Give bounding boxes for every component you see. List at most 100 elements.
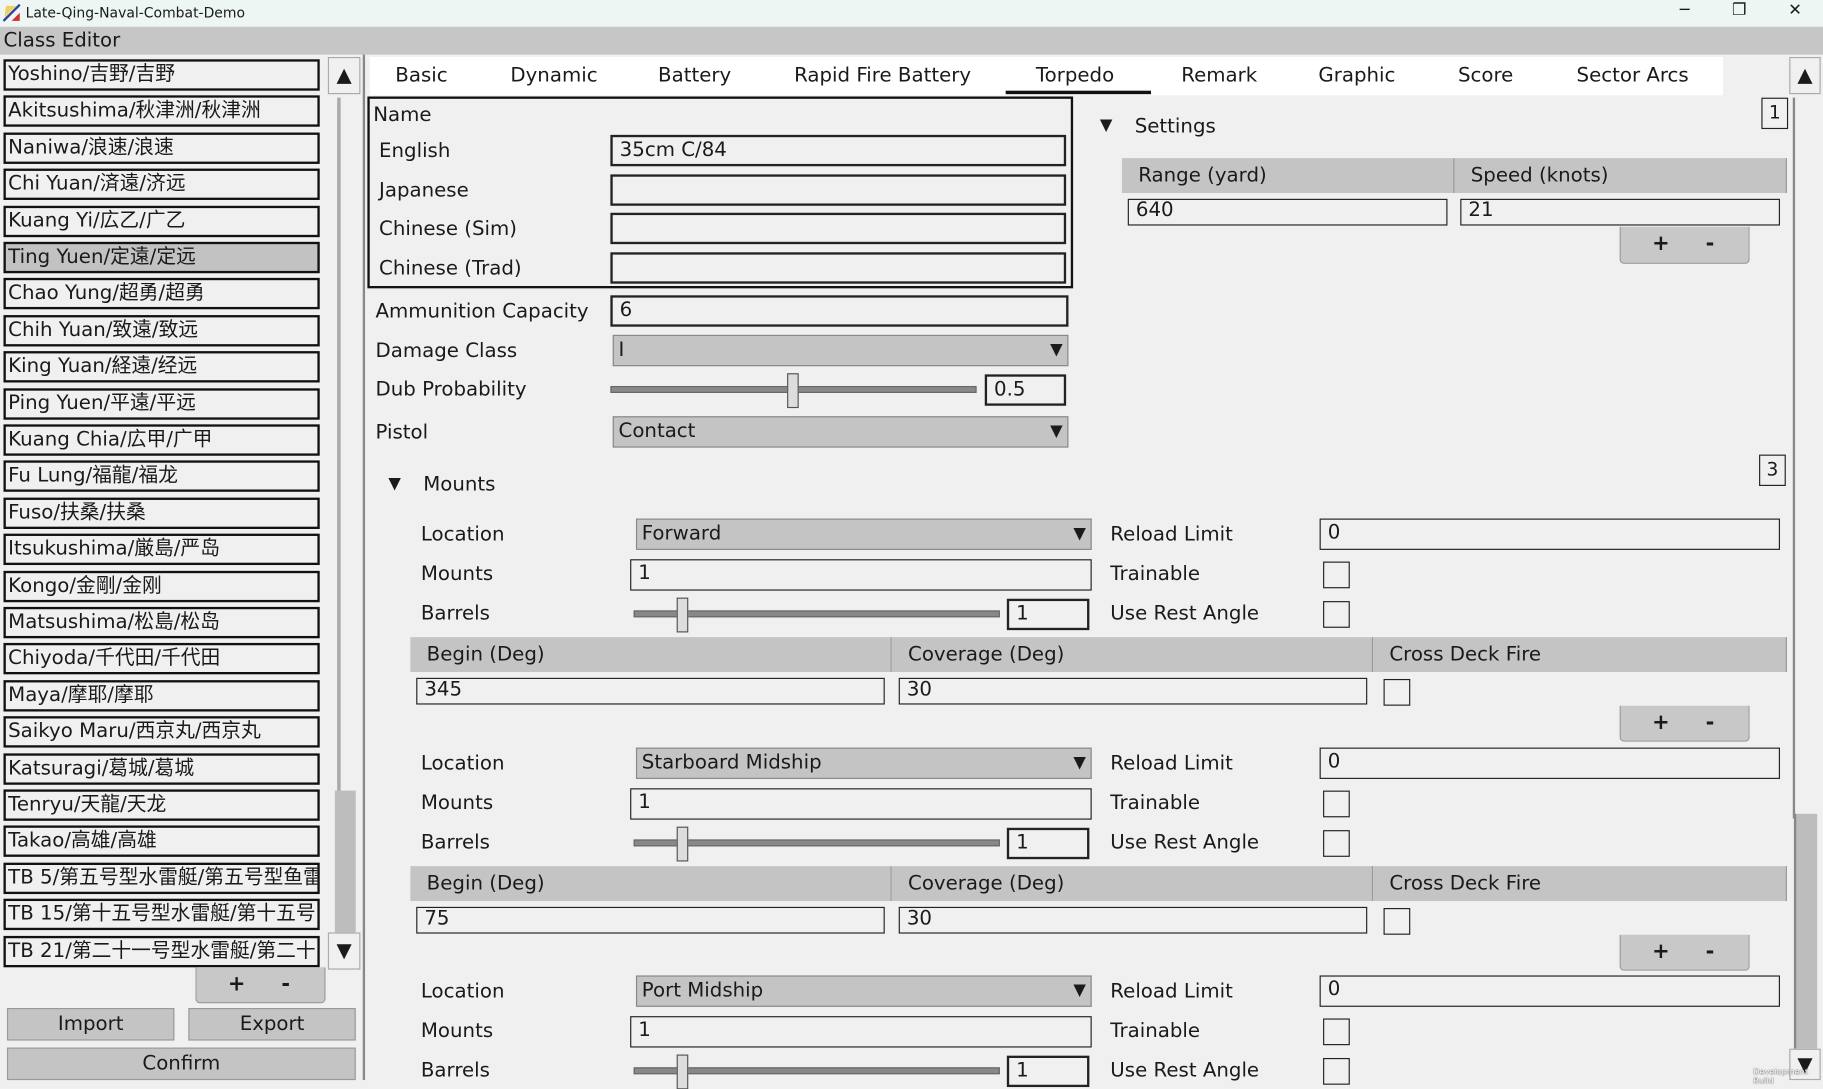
trainable-checkbox[interactable] (1323, 790, 1350, 817)
barrels-slider[interactable] (633, 838, 1000, 846)
reload-limit-input[interactable]: 0 (1319, 518, 1780, 550)
tab-battery[interactable]: Battery (658, 63, 732, 88)
location-dropdown[interactable]: Starboard Midship ▼ (635, 746, 1092, 779)
coverage-input[interactable]: 30 (898, 677, 1368, 705)
class-list-item[interactable]: Kuang Yi/広乙/广乙 (3, 205, 320, 237)
add-setting-button[interactable]: + (1652, 231, 1670, 256)
class-list-item[interactable]: Kuang Chia/広甲/广甲 (3, 424, 320, 456)
reload-limit-input[interactable]: 0 (1319, 746, 1780, 779)
class-list-item[interactable]: Chiyoda/千代田/千代田 (3, 643, 320, 675)
remove-setting-button[interactable]: - (1705, 231, 1715, 256)
speed-input[interactable]: 21 (1460, 198, 1780, 226)
mounts-input[interactable]: 1 (630, 1016, 1092, 1048)
remove-class-button[interactable]: - (281, 971, 291, 997)
close-button[interactable]: ✕ (1788, 1, 1802, 20)
export-button[interactable]: Export (188, 1008, 356, 1041)
location-dropdown[interactable]: Forward ▼ (635, 518, 1092, 550)
begin-input[interactable]: 75 (416, 906, 885, 934)
class-list-item[interactable]: Chih Yuan/致遠/致远 (3, 314, 320, 347)
use-rest-angle-checkbox[interactable] (1323, 1057, 1350, 1085)
class-list-item[interactable]: TB 5/第五号型水雷艇/第五号型鱼雷 (3, 862, 320, 894)
main-scrollbar-thumb[interactable] (1793, 813, 1818, 1049)
list-scrollbar-thumb[interactable] (334, 790, 356, 933)
class-list-item[interactable]: Chi Yuan/済遠/济远 (3, 168, 320, 201)
class-list-item[interactable]: Tenryu/天龍/天龙 (3, 789, 320, 821)
barrels-input[interactable]: 1 (1006, 827, 1090, 859)
class-list-item[interactable]: Ping Yuen/平遠/平远 (3, 387, 320, 420)
mounts-input[interactable]: 1 (630, 559, 1092, 591)
tab-remark[interactable]: Remark (1181, 63, 1258, 88)
barrels-slider[interactable] (633, 610, 1000, 618)
settings-collapse-icon[interactable]: ▼ (1099, 116, 1113, 135)
main-scroll-down-button[interactable]: ▼ (1789, 1048, 1821, 1081)
class-list-item[interactable]: Itsukushima/厳島/严岛 (3, 533, 320, 566)
tab-torpedo[interactable]: Torpedo (1035, 63, 1115, 88)
confirm-button[interactable]: Confirm (6, 1047, 356, 1081)
tab-score[interactable]: Score (1457, 63, 1514, 88)
coverage-input[interactable]: 30 (898, 906, 1368, 934)
minimize-button[interactable]: ─ (1679, 1, 1690, 20)
class-list-item[interactable]: Katsuragi/葛城/葛城 (3, 752, 320, 785)
class-list-item[interactable]: King Yuan/経遠/经远 (3, 351, 320, 383)
location-dropdown[interactable]: Port Midship ▼ (635, 975, 1092, 1007)
add-arc-button[interactable]: + (1652, 710, 1670, 735)
list-scroll-up-button[interactable]: ▲ (327, 56, 361, 95)
tab-basic[interactable]: Basic (395, 63, 448, 88)
cross-deck-fire-checkbox[interactable] (1383, 907, 1411, 935)
class-list-item[interactable]: Yoshino/吉野/吉野 (3, 59, 320, 91)
mounts-input[interactable]: 1 (630, 787, 1092, 820)
class-list-item[interactable]: Ting Yuen/定遠/定远 (3, 241, 320, 274)
import-button[interactable]: Import (6, 1008, 175, 1041)
ammunition-capacity-input[interactable]: 6 (610, 295, 1069, 327)
list-scrollbar-track[interactable] (337, 97, 341, 793)
barrels-slider-handle[interactable] (676, 826, 689, 861)
range-input[interactable]: 640 (1127, 198, 1448, 226)
reload-limit-input[interactable]: 0 (1319, 975, 1780, 1007)
class-list-item[interactable]: Chao Yung/超勇/超勇 (3, 278, 320, 310)
english-name-input[interactable]: 35cm C/84 (610, 134, 1067, 167)
chinese-trad-name-input[interactable] (610, 252, 1067, 284)
japanese-name-input[interactable] (610, 174, 1067, 206)
list-scroll-down-button[interactable]: ▼ (327, 932, 361, 970)
class-list-item[interactable]: Maya/摩耶/摩耶 (3, 679, 320, 712)
class-list-item[interactable]: Matsushima/松島/松岛 (3, 606, 320, 639)
begin-input[interactable]: 345 (416, 677, 885, 705)
use-rest-angle-checkbox[interactable] (1323, 829, 1350, 857)
class-list-item[interactable]: Saikyo Maru/西京丸/西京丸 (3, 716, 320, 748)
damage-class-dropdown[interactable]: I ▼ (612, 334, 1069, 367)
add-class-button[interactable]: + (227, 971, 246, 997)
mounts-collapse-icon[interactable]: ▼ (388, 474, 401, 493)
main-scroll-up-button[interactable]: ▲ (1789, 56, 1821, 95)
tab-graphic[interactable]: Graphic (1318, 63, 1396, 88)
class-list-item[interactable]: Fu Lung/福龍/福龙 (3, 460, 320, 493)
remove-arc-button[interactable]: - (1705, 710, 1715, 735)
barrels-input[interactable]: 1 (1006, 1055, 1090, 1088)
tab-sector-arcs[interactable]: Sector Arcs (1576, 63, 1689, 88)
trainable-checkbox[interactable] (1323, 561, 1350, 589)
pistol-dropdown[interactable]: Contact ▼ (612, 416, 1069, 448)
tab-dynamic[interactable]: Dynamic (510, 63, 598, 88)
add-arc-button[interactable]: + (1652, 938, 1670, 964)
class-list-item[interactable]: Naniwa/浪速/浪速 (3, 132, 320, 164)
barrels-input[interactable]: 1 (1006, 598, 1090, 631)
tab-rapid-fire-battery[interactable]: Rapid Fire Battery (794, 63, 972, 88)
use-rest-angle-checkbox[interactable] (1323, 601, 1350, 628)
chevron-down-icon: ▼ (1050, 340, 1063, 360)
class-list-item[interactable]: Kongo/金剛/金刚 (3, 570, 320, 602)
class-list-item[interactable]: Fuso/扶桑/扶桑 (3, 497, 320, 529)
main-scrollbar-track[interactable] (1792, 97, 1796, 819)
class-list-item[interactable]: Takao/高雄/高雄 (3, 825, 320, 858)
barrels-slider[interactable] (633, 1067, 1000, 1075)
maximize-button[interactable]: ❐ (1731, 1, 1747, 20)
class-list-item[interactable]: Akitsushima/秋津洲/秋津洲 (3, 95, 320, 128)
chinese-sim-name-input[interactable] (610, 212, 1067, 245)
cross-deck-fire-checkbox[interactable] (1383, 678, 1411, 706)
dub-probability-slider-handle[interactable] (787, 373, 799, 409)
class-list-item[interactable]: TB 21/第二十一号型水雷艇/第二十 (3, 935, 320, 967)
remove-arc-button[interactable]: - (1705, 938, 1715, 964)
trainable-checkbox[interactable] (1323, 1018, 1350, 1046)
dub-probability-input[interactable]: 0.5 (984, 374, 1067, 406)
class-list-item[interactable]: TB 15/第十五号型水雷艇/第十五号 (3, 898, 320, 931)
barrels-slider-handle[interactable] (676, 1054, 689, 1089)
barrels-slider-handle[interactable] (676, 597, 689, 633)
